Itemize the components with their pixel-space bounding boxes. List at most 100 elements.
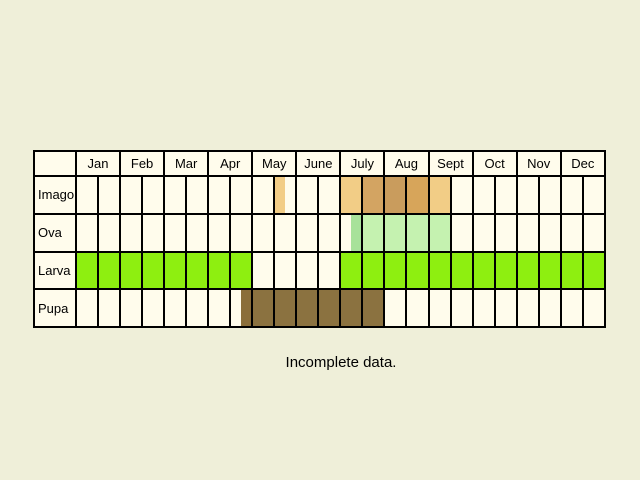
half-month-cell — [207, 175, 232, 215]
activity-fill — [386, 215, 405, 250]
half-month-cell — [74, 288, 100, 328]
activity-fill — [351, 215, 361, 250]
activity-fill — [122, 253, 141, 288]
month-header: July — [339, 149, 386, 178]
half-month-cell — [427, 250, 452, 291]
half-month-cell — [493, 250, 518, 291]
corner-cell — [33, 149, 77, 178]
half-month-cell — [339, 175, 364, 215]
activity-fill — [364, 291, 383, 326]
caption: Incomplete data. — [285, 354, 397, 371]
half-month-cell — [471, 175, 496, 215]
half-month-cell — [361, 212, 386, 253]
half-month-cell — [295, 212, 320, 253]
activity-fill — [408, 178, 427, 212]
half-month-cell — [581, 212, 607, 253]
half-month-cell — [581, 250, 607, 291]
half-month-cell — [141, 250, 166, 291]
stage-row-pupa: Pupa — [33, 288, 607, 328]
half-month-cell — [339, 288, 364, 328]
stage-row-imago: Imago — [33, 175, 607, 215]
half-month-cell — [537, 250, 562, 291]
activity-fill — [342, 178, 361, 212]
half-month-cell — [339, 212, 364, 253]
half-month-cell — [449, 288, 474, 328]
half-month-cell — [449, 212, 474, 253]
half-month-cell — [97, 250, 122, 291]
half-month-cell — [405, 250, 430, 291]
half-month-cell — [295, 288, 320, 328]
stage-label: Ova — [33, 212, 77, 253]
half-month-cell — [515, 212, 540, 253]
half-month-cell — [273, 175, 298, 215]
half-month-cell — [383, 288, 408, 328]
month-header: Sept — [427, 149, 474, 178]
half-month-cell — [383, 250, 408, 291]
activity-fill — [386, 178, 405, 212]
half-month-cell — [119, 175, 144, 215]
stage-label: Imago — [33, 175, 77, 215]
half-month-cell — [295, 175, 320, 215]
half-month-cell — [383, 212, 408, 253]
half-month-cell — [383, 175, 408, 215]
activity-fill — [496, 253, 515, 288]
half-month-cell — [119, 288, 144, 328]
half-month-cell — [427, 288, 452, 328]
month-header: Feb — [119, 149, 166, 178]
half-month-cell — [471, 288, 496, 328]
month-header: June — [295, 149, 342, 178]
half-month-cell — [471, 212, 496, 253]
half-month-cell — [317, 175, 342, 215]
activity-fill — [241, 291, 251, 326]
activity-fill — [144, 253, 163, 288]
activity-fill — [452, 253, 471, 288]
stage-row-larva: Larva — [33, 250, 607, 291]
half-month-cell — [493, 288, 518, 328]
half-month-cell — [207, 288, 232, 328]
stage-label: Larva — [33, 250, 77, 291]
half-month-cell — [515, 250, 540, 291]
activity-fill — [100, 253, 119, 288]
half-month-cell — [339, 250, 364, 291]
half-month-cell — [141, 175, 166, 215]
half-month-cell — [229, 288, 254, 328]
half-month-cell — [273, 250, 298, 291]
activity-fill — [276, 291, 295, 326]
activity-fill — [474, 253, 493, 288]
half-month-cell — [251, 250, 276, 291]
activity-fill — [188, 253, 207, 288]
activity-fill — [342, 253, 361, 288]
activity-fill — [584, 253, 603, 288]
half-month-cell — [405, 175, 430, 215]
half-month-cell — [449, 250, 474, 291]
half-month-cell — [427, 212, 452, 253]
half-month-cell — [515, 175, 540, 215]
half-month-cell — [317, 288, 342, 328]
phenology-calendar: Jan Feb Mar Apr May June July Aug Sept Oct Nov Dec … — [33, 149, 607, 328]
half-month-cell — [559, 288, 584, 328]
half-month-cell — [405, 288, 430, 328]
half-month-cell — [317, 250, 342, 291]
half-month-cell — [163, 175, 188, 215]
activity-fill — [540, 253, 559, 288]
half-month-cell — [515, 288, 540, 328]
half-month-cell — [537, 212, 562, 253]
half-month-cell — [361, 175, 386, 215]
half-month-cell — [251, 175, 276, 215]
activity-fill — [342, 291, 361, 326]
activity-fill — [562, 253, 581, 288]
half-month-cell — [295, 250, 320, 291]
half-month-cell — [361, 250, 386, 291]
activity-fill — [430, 215, 449, 250]
activity-fill — [276, 178, 286, 212]
month-header: Jan — [74, 149, 122, 178]
activity-fill — [408, 253, 427, 288]
calendar-body: Jan Feb Mar Apr May June July Aug Sept Oct Nov Dec … — [33, 149, 607, 328]
activity-fill — [166, 253, 185, 288]
half-month-cell — [97, 212, 122, 253]
half-month-cell — [537, 288, 562, 328]
activity-fill — [430, 253, 449, 288]
month-header: Nov — [515, 149, 562, 178]
half-month-cell — [229, 175, 254, 215]
month-header: Oct — [471, 149, 518, 178]
